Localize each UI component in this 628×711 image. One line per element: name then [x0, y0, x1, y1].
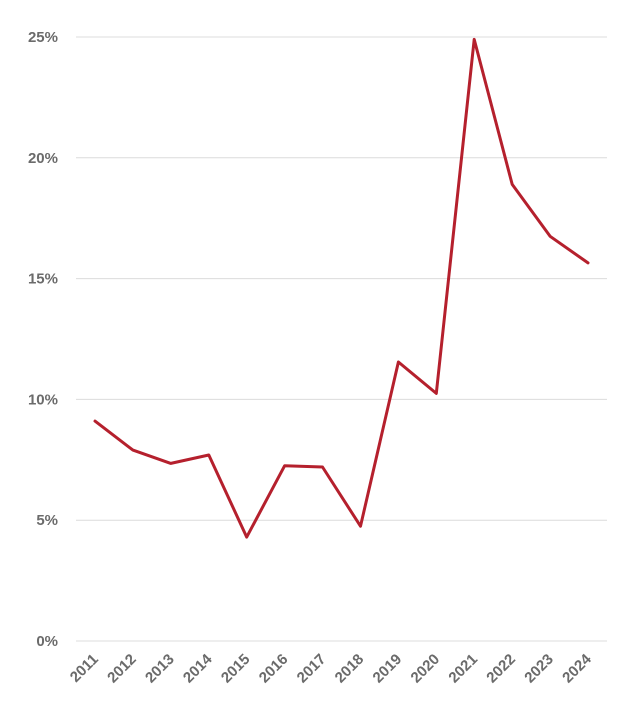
- x-tick-label: 2012: [104, 651, 140, 687]
- gridlines: [76, 36, 607, 642]
- x-tick-label: 2017: [294, 651, 330, 687]
- x-axis: 2011 2012 2013 2014 2015 2016 2017 2018 2019 2020…: [67, 650, 595, 686]
- x-tick-label: 2021: [445, 651, 481, 687]
- series: [93, 37, 590, 539]
- y-tick-label: 5%: [36, 512, 58, 529]
- y-tick-label: 15%: [28, 271, 58, 288]
- x-tick-label: 2015: [218, 651, 254, 687]
- y-tick-label: 0%: [36, 633, 58, 650]
- x-tick-label: 2014: [180, 650, 216, 686]
- y-axis: 0% 5% 10% 15% 20% 25%: [28, 29, 58, 650]
- x-tick-label: 2018: [332, 651, 368, 687]
- x-tick-label: 2022: [483, 651, 519, 687]
- x-tick-label: 2013: [142, 651, 178, 687]
- x-tick-label: 2024: [559, 650, 595, 686]
- x-tick-label: 2019: [370, 651, 406, 687]
- series-line-0: [93, 37, 590, 539]
- x-tick-label: 2020: [408, 651, 444, 687]
- x-tick-label: 2011: [67, 651, 102, 686]
- y-tick-label: 25%: [28, 29, 58, 46]
- y-tick-label: 20%: [28, 150, 58, 167]
- x-tick-label: 2016: [256, 651, 292, 687]
- x-tick-label: 2023: [521, 651, 557, 687]
- y-tick-label: 10%: [28, 391, 58, 408]
